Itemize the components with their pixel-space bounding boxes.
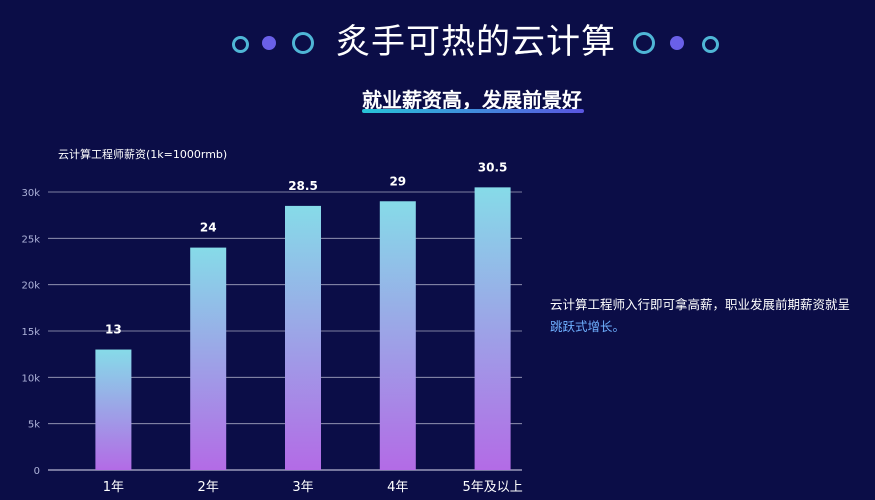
description-text-highlight: 跳跃式增长。 — [550, 319, 626, 334]
bar-value-label: 24 — [200, 221, 217, 235]
subtitle-underline — [362, 109, 584, 113]
bar — [379, 201, 416, 470]
ring-icon — [292, 32, 314, 54]
bar-value-label: 29 — [389, 174, 406, 188]
title-row: 炙手可热的云计算 — [0, 18, 875, 66]
bar — [474, 187, 511, 470]
ring-icon — [232, 36, 249, 53]
y-tick-label: 15k — [21, 327, 40, 338]
description-text: 云计算工程师入行即可拿高薪，职业发展前期薪资就呈 跳跃式增长。 — [550, 294, 868, 338]
y-tick-label: 25k — [21, 234, 40, 245]
bar-value-label: 28.5 — [288, 179, 318, 193]
x-tick-label: 5年及以上 — [462, 480, 522, 495]
y-tick-label: 5k — [28, 420, 40, 431]
y-tick-label: 10k — [21, 373, 40, 384]
bar-value-label: 13 — [105, 323, 122, 337]
bar-value-label: 30.5 — [478, 160, 508, 174]
y-tick-label: 20k — [21, 281, 40, 292]
page-title: 炙手可热的云计算 — [336, 22, 616, 62]
page-subtitle: 就业薪资高，发展前景好 — [362, 88, 582, 112]
chart-title: 云计算工程师薪资(1k=1000rmb) — [58, 148, 228, 161]
description-text-main: 云计算工程师入行即可拿高薪，职业发展前期薪资就呈 — [550, 297, 851, 312]
bar — [190, 247, 227, 470]
y-tick-label: 30k — [21, 188, 40, 199]
x-tick-label: 3年 — [292, 480, 313, 495]
x-tick-label: 4年 — [387, 480, 408, 495]
dot-icon — [670, 36, 684, 50]
bar — [95, 349, 132, 470]
y-tick-label: 0 — [34, 466, 40, 477]
x-tick-label: 1年 — [103, 480, 124, 495]
dot-icon — [262, 36, 276, 50]
ring-icon — [702, 36, 719, 53]
x-tick-label: 2年 — [198, 480, 219, 495]
ring-icon — [633, 32, 655, 54]
bar — [285, 205, 321, 470]
